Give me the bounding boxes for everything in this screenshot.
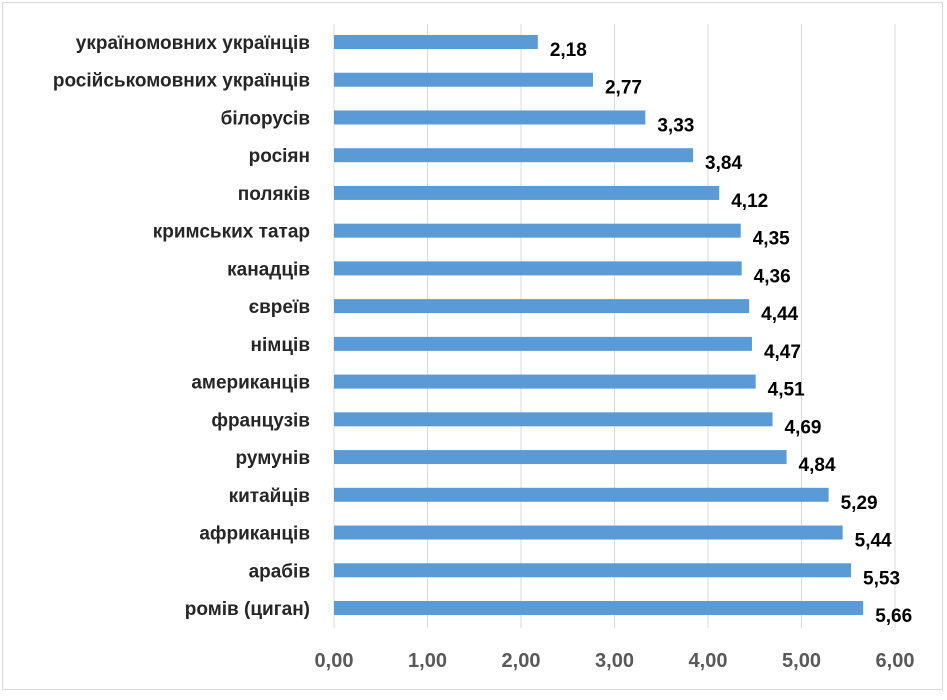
x-tick-label: 3,00: [595, 650, 634, 672]
bar: [334, 487, 829, 502]
bar: [334, 35, 538, 49]
category-label: арабів: [249, 561, 310, 582]
data-label: 3,84: [705, 153, 742, 174]
category-label: африканців: [199, 524, 310, 545]
x-tick-label: 6,00: [876, 650, 915, 672]
data-label: 4,35: [753, 229, 790, 250]
x-tick-label: 5,00: [782, 650, 821, 672]
data-label: 5,44: [855, 531, 892, 552]
data-label: 3,33: [657, 115, 694, 136]
data-label: 4,69: [785, 417, 822, 438]
category-label: французів: [211, 410, 310, 431]
bar: [334, 336, 752, 351]
data-label: 4,84: [799, 455, 836, 476]
data-label: 4,47: [764, 342, 801, 363]
category-label: євреїв: [249, 297, 310, 318]
category-label: китайців: [229, 486, 310, 507]
bar: [334, 374, 756, 389]
bar: [334, 563, 852, 578]
category-label: поляків: [238, 184, 310, 205]
data-label: 2,77: [605, 78, 642, 99]
bar: [334, 601, 864, 615]
category-label: україномовних українців: [76, 33, 310, 54]
data-label: 4,12: [731, 191, 768, 212]
data-label: 5,53: [863, 568, 900, 589]
category-label: російськомовних українців: [53, 71, 310, 92]
data-label: 4,51: [768, 380, 805, 401]
x-tick-label: 4,00: [689, 650, 728, 672]
bar: [334, 148, 694, 163]
bar: [334, 261, 742, 276]
bar: [334, 525, 843, 540]
data-label: 2,18: [550, 40, 587, 61]
category-label: кримських татар: [153, 222, 310, 243]
data-label: 4,36: [754, 266, 791, 287]
category-label: німців: [251, 335, 310, 356]
bar: [334, 110, 646, 125]
data-label: 5,66: [875, 606, 912, 627]
category-label: румунів: [236, 448, 310, 469]
x-tick-label: 2,00: [502, 650, 541, 672]
data-label: 4,44: [761, 304, 798, 325]
data-label: 5,29: [841, 493, 878, 514]
x-tick-label: 1,00: [408, 650, 447, 672]
category-label: американців: [191, 373, 310, 394]
category-label: росіян: [249, 146, 310, 167]
bar: [334, 72, 593, 87]
bar: [334, 450, 787, 465]
category-label: білорусів: [221, 108, 310, 129]
bar: [334, 223, 741, 238]
bar: [334, 412, 773, 427]
bar: [334, 299, 750, 314]
category-label: ромів (циган): [185, 599, 310, 620]
bar: [334, 185, 720, 200]
x-tick-label: 0,00: [315, 650, 354, 672]
category-label: канадців: [227, 259, 310, 280]
